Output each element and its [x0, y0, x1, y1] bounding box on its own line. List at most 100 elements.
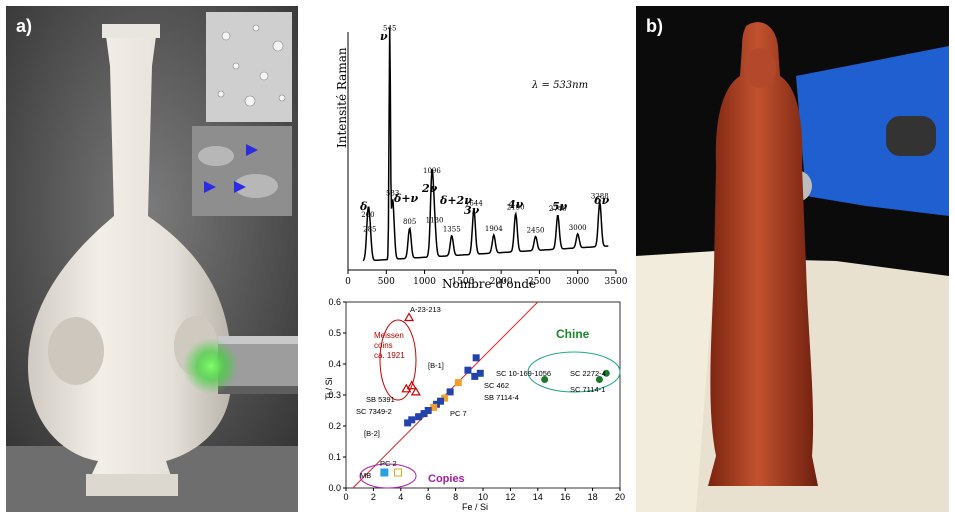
raman-x-tick-label: 0 — [345, 277, 351, 287]
raman-x-tick-label: 2500 — [528, 277, 551, 287]
raman-peak-label: 1130 — [426, 217, 444, 225]
raman-peak-label: 583 — [386, 189, 399, 197]
scatter-x-tick-label: 0 — [343, 492, 348, 502]
scatter-x-tick-label: 8 — [453, 492, 458, 502]
scatter-x-tick-label: 10 — [478, 492, 488, 502]
sample-point — [437, 397, 445, 405]
raman-x-tick-label: 2000 — [490, 277, 513, 287]
sample-point — [464, 366, 472, 374]
charts-column: 0 500 1000 1500 2000 2500 3000 3500 260 285 545 58… — [312, 12, 630, 512]
raman-x-tick-label: 1000 — [413, 277, 436, 287]
sample-SC-7114-1: SC 7114-1 — [570, 385, 605, 394]
raman-lambda: λ = 533nm — [531, 80, 588, 91]
vase-photo-panel: a) — [6, 6, 298, 512]
meissen-label-1: Meissen — [374, 331, 404, 340]
sample-SB-7114-4: SB 7114-4 — [484, 393, 519, 402]
sample-point — [471, 372, 479, 380]
copies-label: Copies — [428, 473, 465, 485]
scatter-x-tick-label: 4 — [398, 492, 403, 502]
annot-nu: ν — [380, 30, 388, 43]
scatter-y-tick-label: 0.6 — [328, 297, 341, 307]
scatter-y-tick-label: 0.0 — [328, 483, 341, 493]
fe-ti-scatter-chart: 0 2 4 6 8 10 12 14 16 18 20 0.0 0.1 0.2 0.3 0.4 0.5 0.6 M… — [324, 297, 625, 512]
chine-point — [595, 376, 603, 383]
raman-x-tick-label: 500 — [378, 277, 395, 287]
raman-x-label: Nombre d'onde — [442, 277, 536, 291]
raman-x-tick-label: 1500 — [451, 277, 474, 287]
sample-point — [454, 379, 462, 387]
scatter-y-tick-label: 0.5 — [328, 328, 341, 338]
copy-point — [394, 468, 403, 477]
sample-MB: MB — [360, 471, 371, 480]
sample-SB-5391: SB 5391 — [366, 395, 395, 404]
scatter-y-tick-label: 0.4 — [328, 359, 341, 369]
raman-peak-label: 1355 — [443, 226, 461, 234]
scatter-x-label: Fe / Si — [462, 502, 488, 512]
raman-peak-label: 285 — [363, 226, 376, 234]
vase-photo — [6, 6, 298, 512]
raman-peak-label: 3288 — [591, 193, 609, 201]
sample-SC-7349-2: SC 7349-2 — [356, 407, 392, 416]
raman-peak-label: 2740 — [549, 205, 567, 213]
raman-peak-label: 260 — [361, 211, 374, 219]
raman-x-tick-label: 3000 — [566, 277, 589, 287]
annot-4nu: 4ν — [508, 198, 524, 211]
sample-point — [472, 354, 480, 362]
raman-spectrum-chart: 0 500 1000 1500 2000 2500 3000 3500 260 285 545 58… — [335, 24, 628, 291]
raman-x-tick-label: 3500 — [605, 277, 628, 287]
meissen-ellipse — [379, 319, 417, 401]
statue-photo — [636, 6, 949, 512]
copies-ellipse — [359, 463, 417, 489]
scatter-x-tick-label: 12 — [505, 492, 515, 502]
annot-6nu: 6ν — [594, 194, 610, 207]
annot-delta: δ — [359, 200, 367, 213]
sample-SC-10-169-1056: SC 10-169-1056 — [496, 369, 551, 378]
statue-photo-panel: b) — [636, 6, 949, 512]
sample-PC-7: PC 7 — [450, 409, 467, 418]
scatter-x-tick-label: 16 — [560, 492, 570, 502]
scatter-x-tick-label: 2 — [371, 492, 376, 502]
annot-5nu: 5ν — [552, 200, 568, 213]
sample-point — [404, 419, 412, 427]
sample-point — [420, 410, 428, 418]
sample-SC-462: SC 462 — [484, 381, 509, 390]
chine-point — [602, 369, 610, 377]
sample-B-2: [B-2] — [364, 429, 380, 438]
chine-label: Chine — [556, 327, 590, 341]
sample-point — [408, 416, 416, 424]
sample-PC-2: PC 2 — [380, 459, 397, 468]
raman-peak-label: 805 — [403, 218, 416, 226]
sample-point — [430, 403, 438, 411]
raman-peak-label: 3000 — [569, 224, 587, 232]
meissen-label-2: coins — [374, 341, 393, 350]
sample-A-23-213: A-23-213 — [410, 305, 441, 314]
copy-point — [380, 468, 389, 477]
scatter-x-tick-label: 6 — [426, 492, 431, 502]
panel-b-label: b) — [646, 16, 663, 36]
scatter-plot-area — [345, 301, 621, 489]
scatter-x-tick-label: 14 — [533, 492, 543, 502]
sample-point — [415, 413, 423, 421]
raman-peak-label: 545 — [383, 24, 396, 32]
annot-3nu: 3ν — [464, 204, 480, 217]
sample-point — [424, 407, 432, 414]
sample-point — [476, 369, 484, 377]
meissen-point — [403, 312, 415, 322]
raman-peak-label: 2190 — [507, 204, 525, 212]
panel-a-label: a) — [16, 16, 33, 36]
raman-peak-label: 1904 — [485, 225, 503, 233]
sample-point — [441, 394, 449, 402]
raman-peak-label: 1096 — [423, 167, 441, 175]
raman-peak-label: 2450 — [527, 226, 545, 234]
annot-delta-2nu: δ+2ν — [439, 194, 472, 207]
sample-SC-2272-4: SC 2272-4 — [570, 369, 606, 378]
meissen-point — [410, 386, 421, 396]
annot-2nu: 2ν — [421, 182, 438, 195]
raman-spectrum-line — [362, 27, 609, 262]
raman-peak-label: 1644 — [465, 199, 483, 207]
sample-point — [446, 388, 454, 396]
raman-y-label: Intensité Raman — [335, 47, 349, 148]
scatter-x-tick-label: 20 — [615, 492, 625, 502]
scatter-y-tick-label: 0.1 — [328, 452, 341, 462]
scatter-y-tick-label: 0.3 — [328, 390, 341, 400]
